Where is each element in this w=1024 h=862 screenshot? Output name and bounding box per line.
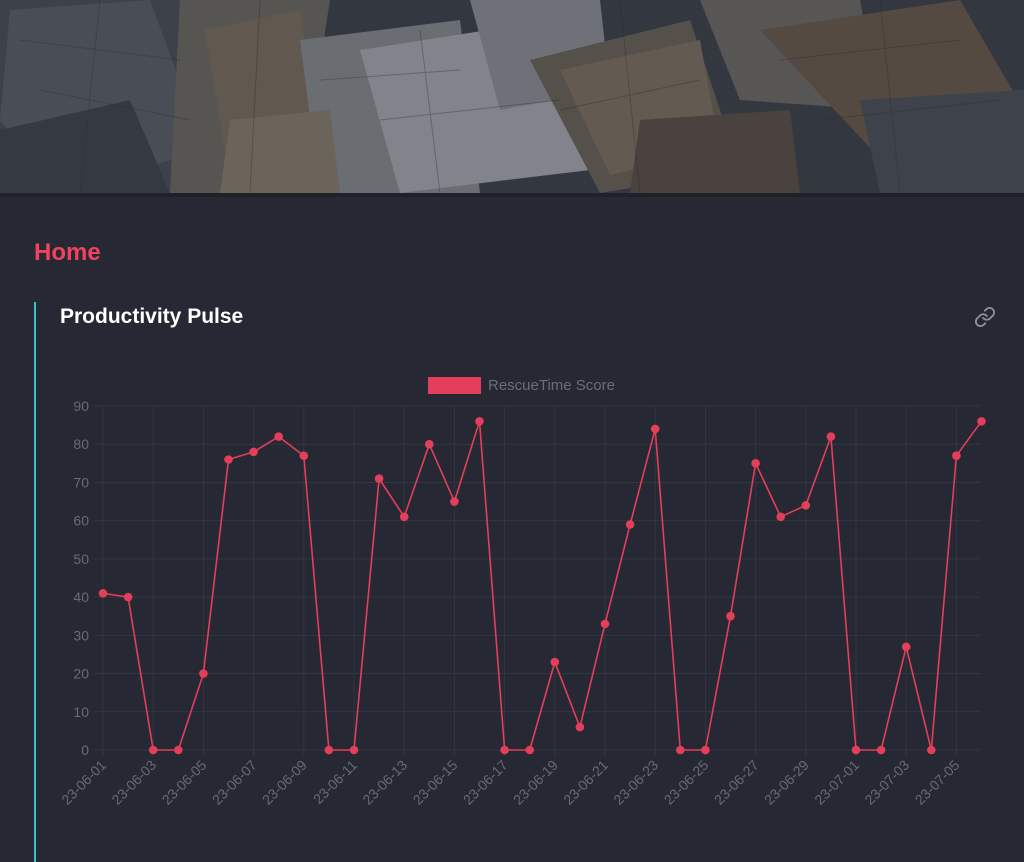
- data-point[interactable]: [600, 619, 610, 629]
- x-tick-label: 23-06-27: [711, 757, 762, 808]
- data-point[interactable]: [274, 432, 284, 441]
- series-line: [102, 420, 983, 751]
- data-point[interactable]: [575, 722, 585, 732]
- x-tick-label: 23-06-17: [460, 757, 511, 808]
- data-point[interactable]: [901, 642, 911, 652]
- data-point[interactable]: [475, 416, 484, 426]
- data-point[interactable]: [625, 520, 635, 529]
- x-tick-label: 23-06-23: [610, 757, 661, 808]
- data-point[interactable]: [952, 451, 961, 460]
- x-tick-label: 23-06-15: [410, 757, 461, 808]
- data-point[interactable]: [174, 745, 183, 755]
- y-tick-label: 20: [73, 666, 89, 682]
- data-point[interactable]: [98, 588, 108, 598]
- y-tick-label: 10: [73, 704, 89, 720]
- x-tick-label: 23-06-05: [159, 757, 210, 808]
- data-point[interactable]: [374, 474, 384, 483]
- x-tick-label: 23-06-19: [510, 757, 561, 808]
- legend-swatch: [428, 377, 481, 394]
- data-point[interactable]: [500, 745, 509, 755]
- y-tick-label: 80: [73, 436, 89, 452]
- x-tick-label: 23-06-21: [560, 757, 611, 808]
- data-point[interactable]: [450, 497, 459, 506]
- data-point[interactable]: [801, 501, 811, 510]
- x-tick-label: 23-06-09: [259, 757, 310, 808]
- data-point[interactable]: [399, 512, 409, 522]
- data-point[interactable]: [776, 512, 785, 522]
- x-tick-label: 23-06-13: [359, 757, 410, 808]
- card-title: Productivity Pulse: [60, 305, 244, 328]
- data-point[interactable]: [701, 745, 710, 755]
- legend-label: RescueTime Score: [488, 377, 615, 394]
- y-tick-label: 50: [73, 551, 89, 567]
- data-point[interactable]: [927, 745, 936, 755]
- data-point[interactable]: [977, 416, 986, 426]
- chart-legend[interactable]: RescueTime Score: [428, 377, 615, 394]
- y-tick-label: 30: [73, 627, 89, 643]
- data-point[interactable]: [826, 432, 836, 441]
- link-icon[interactable]: [974, 306, 996, 328]
- x-tick-label: 23-06-03: [108, 757, 159, 808]
- x-tick-label: 23-07-03: [861, 757, 912, 808]
- page-title: Home: [34, 239, 101, 266]
- data-point[interactable]: [324, 745, 334, 755]
- y-tick-label: 0: [81, 742, 89, 758]
- main-content: Home Productivity Pulse: [0, 197, 1024, 862]
- x-tick-label: 23-06-01: [58, 757, 109, 808]
- x-tick-label: 23-06-11: [310, 757, 360, 807]
- header-banner-image: [0, 0, 1024, 193]
- data-point[interactable]: [726, 611, 735, 621]
- banner-divider: [0, 193, 1024, 197]
- data-point[interactable]: [249, 447, 258, 457]
- data-point[interactable]: [525, 745, 534, 755]
- x-tick-label: 23-06-29: [761, 757, 812, 808]
- x-tick-label: 23-07-05: [912, 757, 963, 808]
- y-tick-label: 60: [73, 513, 89, 529]
- y-tick-label: 90: [73, 398, 89, 414]
- data-point[interactable]: [224, 455, 233, 464]
- data-point[interactable]: [650, 424, 660, 434]
- data-point[interactable]: [148, 745, 158, 755]
- data-point[interactable]: [550, 657, 560, 667]
- data-point[interactable]: [199, 669, 208, 678]
- data-point[interactable]: [123, 592, 133, 602]
- x-tick-label: 23-06-25: [661, 757, 712, 808]
- data-point[interactable]: [299, 451, 309, 460]
- data-point[interactable]: [676, 745, 685, 755]
- series-points: [98, 416, 986, 755]
- y-axis-ticks: 0 10 20 30 40 50 60 70 80 90: [73, 398, 89, 758]
- series-line-rescuetime-score: [102, 420, 983, 751]
- card-accent-bar: [34, 302, 36, 862]
- x-axis-ticks: 23-06-01 23-06-03 23-06-05 23-06-07 23-06-09…: [58, 757, 962, 808]
- y-tick-label: 40: [73, 589, 89, 605]
- data-point[interactable]: [425, 439, 434, 449]
- y-tick-label: 70: [73, 474, 89, 490]
- x-tick-label: 23-06-07: [209, 757, 260, 808]
- data-point[interactable]: [851, 745, 861, 755]
- x-tick-label: 23-07-01: [811, 757, 862, 808]
- data-point[interactable]: [876, 745, 886, 755]
- data-point[interactable]: [751, 459, 760, 468]
- data-point[interactable]: [349, 745, 359, 755]
